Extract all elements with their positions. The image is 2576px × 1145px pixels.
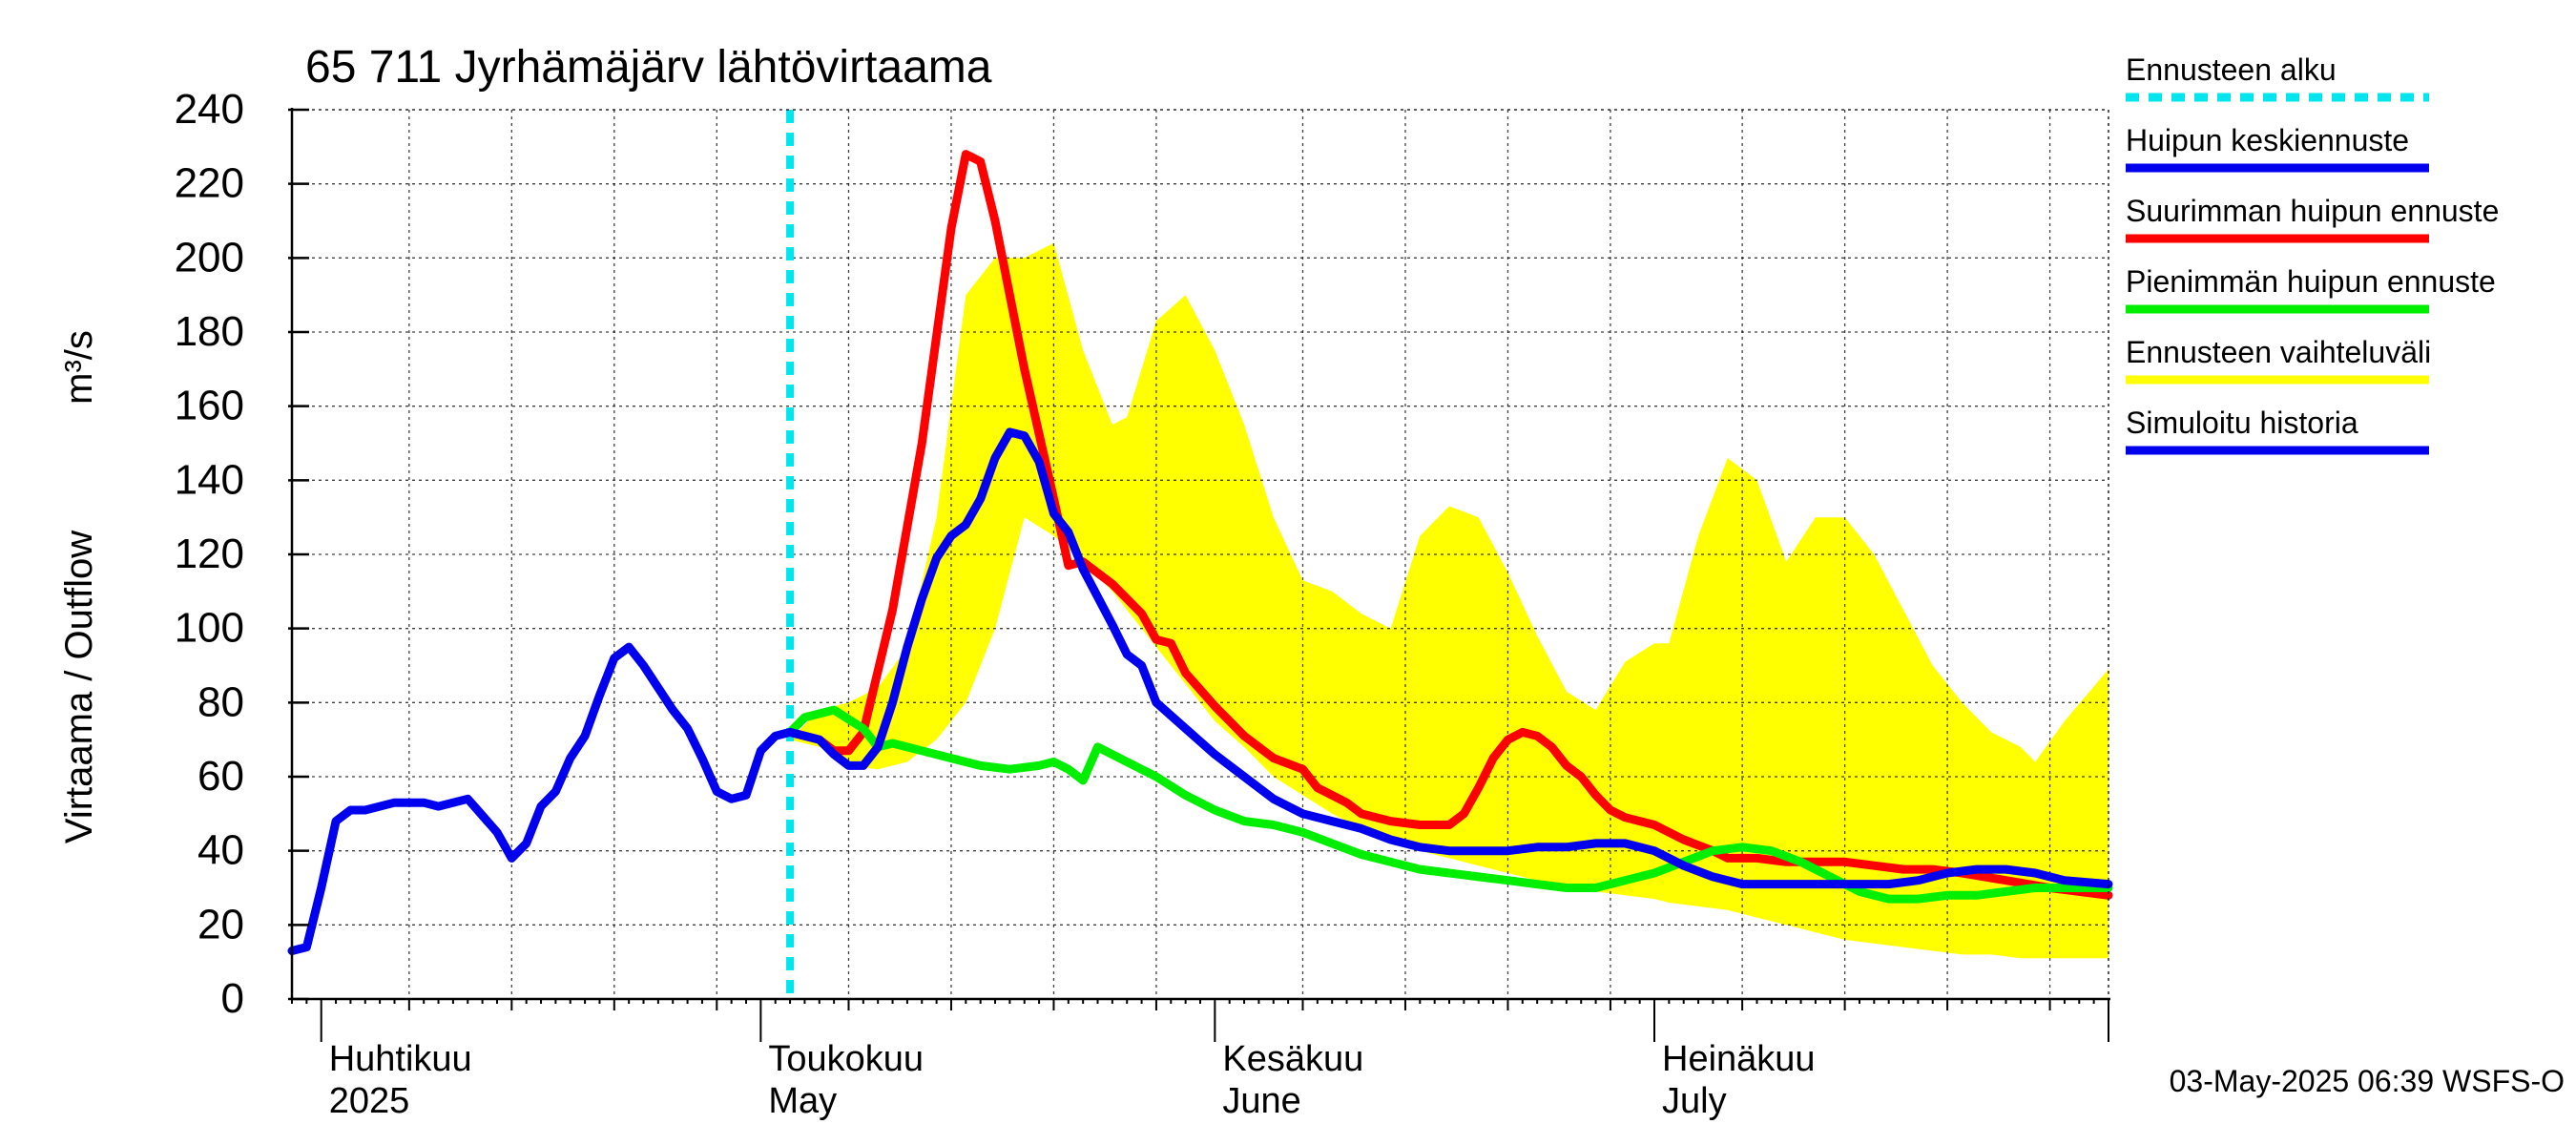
series-line-suurimman-huipun-ennuste: [785, 150, 2113, 900]
legend-label: Ennusteen vaihteluväli: [2126, 335, 2431, 369]
y-tick-label: 0: [221, 975, 244, 1022]
series-line-simuloitu-historia: [287, 642, 795, 955]
month-label: Toukokuu: [768, 1039, 924, 1079]
timestamp-label: 03-May-2025 06:39 WSFS-O: [2170, 1064, 2565, 1098]
y-axis-title: Virtaama / Outflow: [58, 531, 100, 843]
month-label-english: May: [768, 1081, 837, 1121]
y-tick-label: 100: [175, 605, 244, 652]
legend-label: Huipun keskiennuste: [2126, 123, 2409, 157]
legend: Ennusteen alku Huipun keskiennuste Suurimm…: [2126, 52, 2499, 455]
y-tick-label: 220: [175, 160, 244, 207]
y-axis-ticks: 0 20 40 60 80 100 120 140 160 180 200 220 240: [175, 86, 309, 1022]
month-label-english: July: [1662, 1081, 1727, 1121]
y-tick-label: 160: [175, 383, 244, 429]
month-label-english: June: [1222, 1081, 1300, 1121]
y-tick-label: 200: [175, 234, 244, 281]
forecast-range-area: [775, 242, 2109, 959]
month-label-english: 2025: [329, 1081, 410, 1121]
y-tick-label: 120: [175, 531, 244, 577]
y-tick-label: 180: [175, 308, 244, 355]
y-tick-label: 20: [197, 901, 244, 947]
y-tick-label: 80: [197, 678, 244, 725]
y-axis-unit: m³/s: [58, 330, 100, 405]
month-label: Kesäkuu: [1222, 1039, 1363, 1079]
series-lines: [287, 110, 2113, 999]
legend-label: Pienimmän huipun ennuste: [2126, 264, 2496, 299]
y-axis-label: Virtaama / Outflow m³/s: [58, 330, 100, 843]
month-label: Huhtikuu: [329, 1039, 472, 1079]
series-line-pienimm-n-huipun-ennuste: [785, 705, 2113, 904]
y-tick-label: 240: [175, 86, 244, 133]
legend-label: Suurimman huipun ennuste: [2126, 194, 2499, 228]
legend-label: Simuloitu historia: [2126, 406, 2358, 440]
chart-title: 65 711 Jyrhämäjärv lähtövirtaama: [305, 42, 992, 93]
legend-label: Ennusteen alku: [2126, 52, 2337, 87]
series-line-huipun-keskiennuste: [785, 427, 2113, 889]
y-tick-label: 140: [175, 456, 244, 503]
y-tick-label: 40: [197, 827, 244, 874]
y-tick-label: 60: [197, 753, 244, 800]
forecast-range-band: [775, 242, 2109, 959]
month-label: Heinäkuu: [1662, 1039, 1816, 1079]
